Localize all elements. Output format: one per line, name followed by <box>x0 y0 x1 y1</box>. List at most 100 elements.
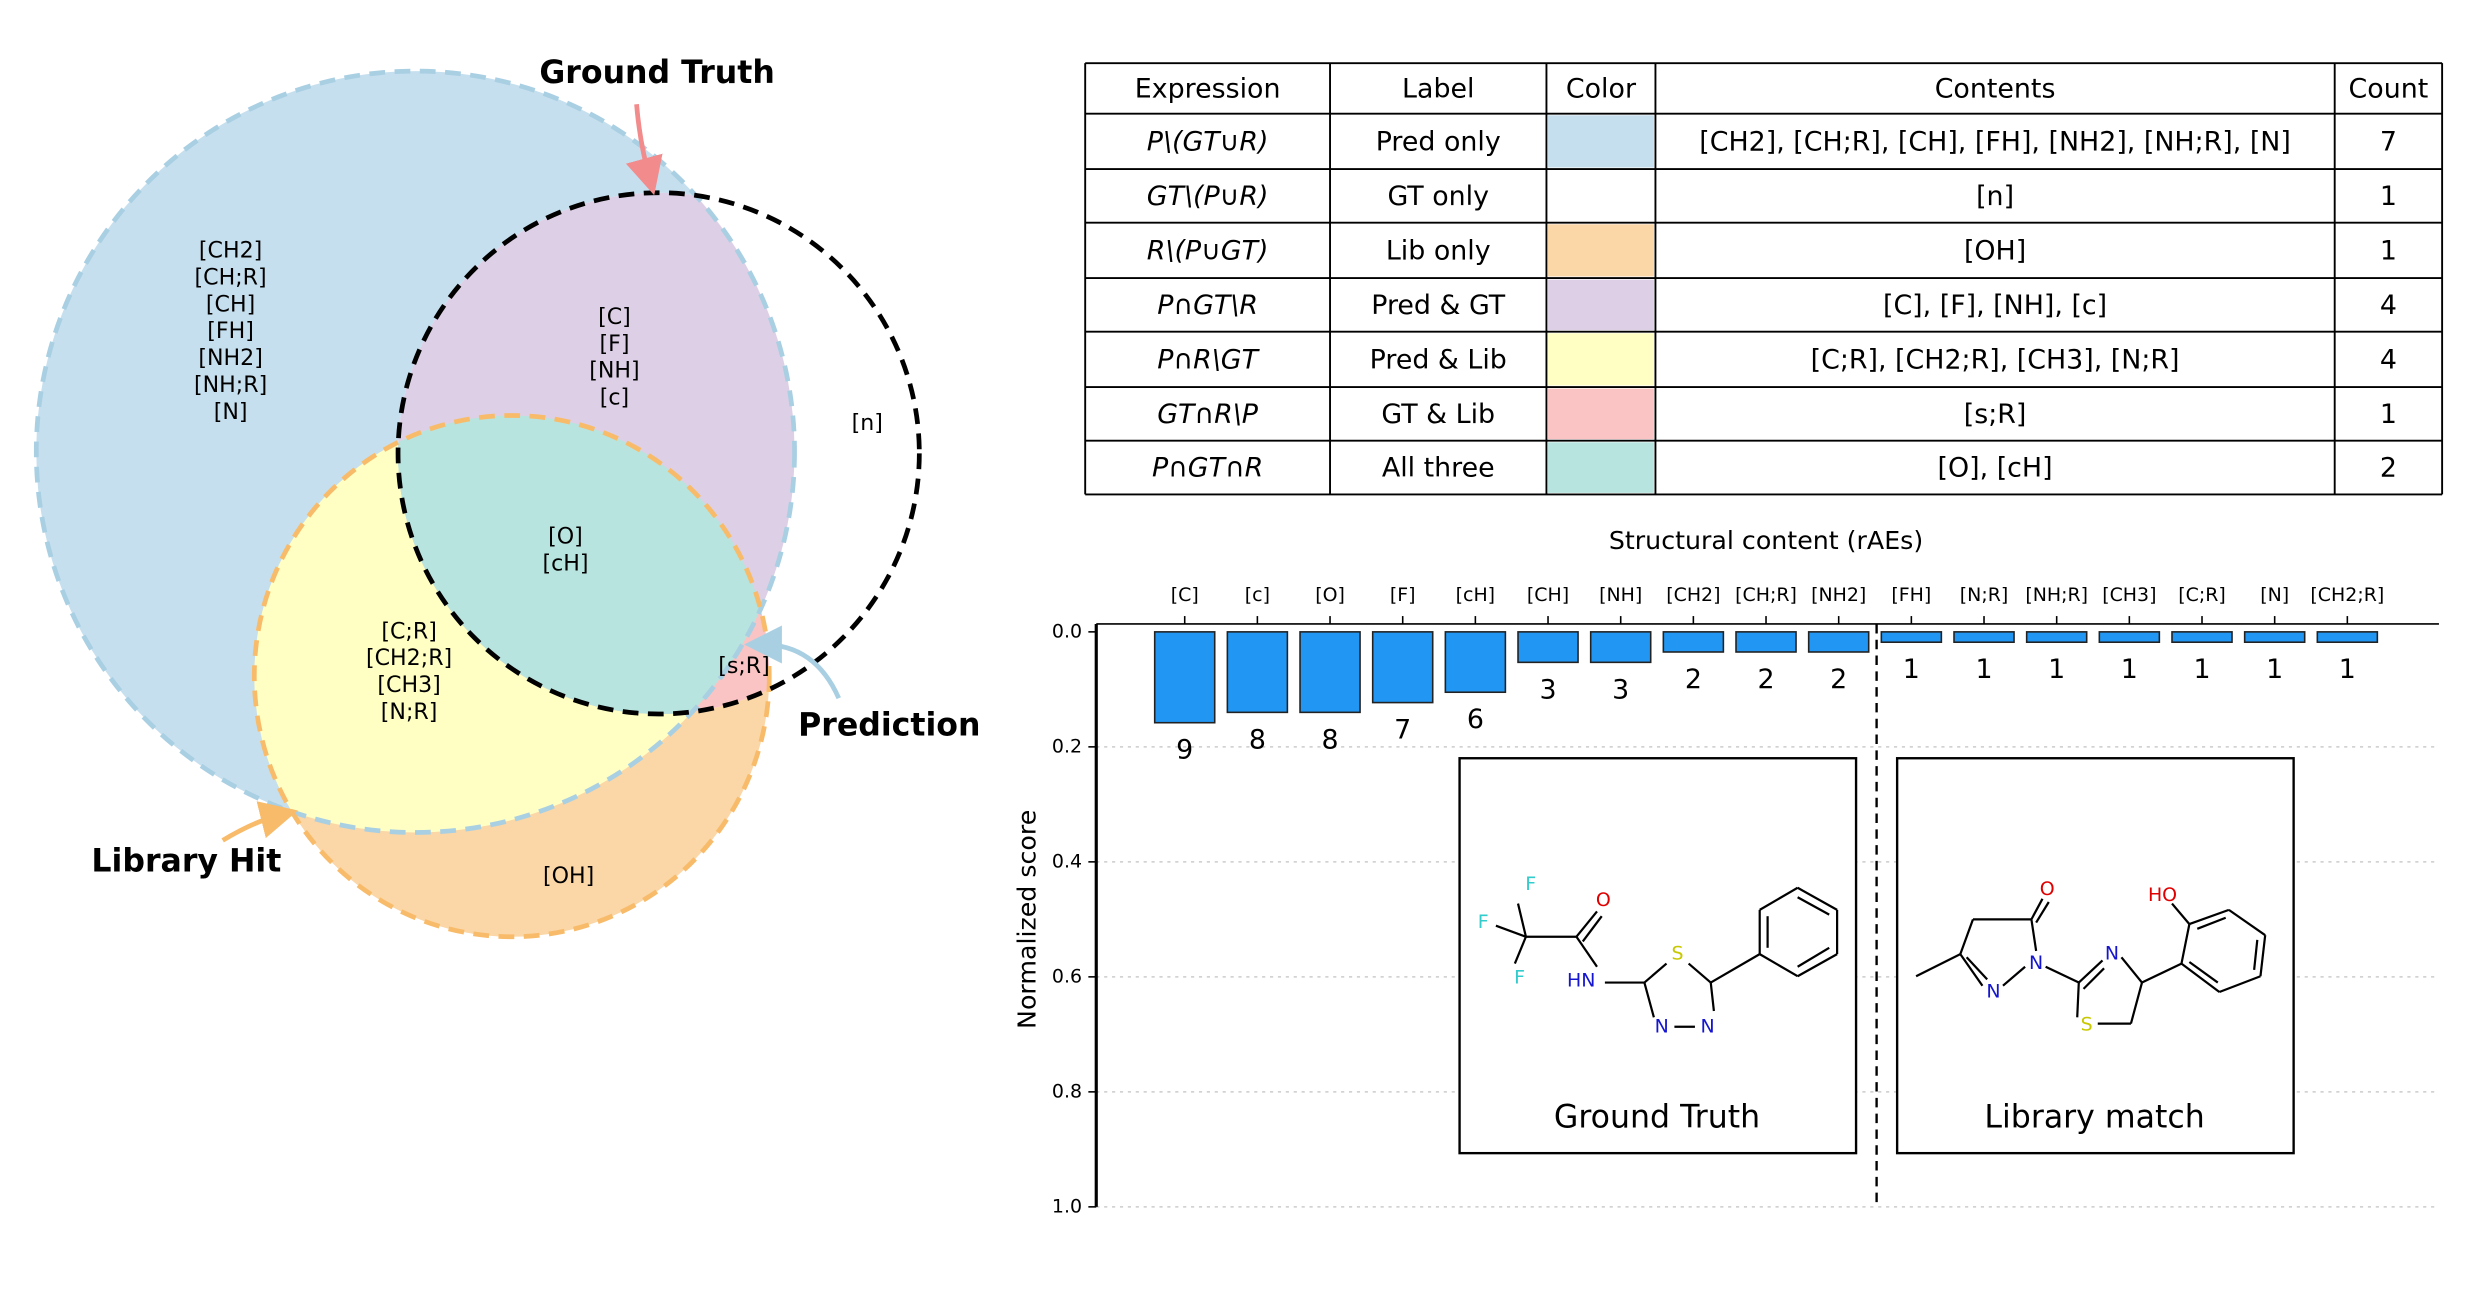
region-item: [s;R] <box>718 653 770 679</box>
table-cell: 1 <box>2380 181 2397 212</box>
bar <box>2243 631 2306 644</box>
bar <box>2098 631 2161 644</box>
x-tick-label: [F] <box>1390 584 1416 606</box>
region-item: [C;R] <box>381 618 437 644</box>
table-cell: 7 <box>2380 126 2397 157</box>
bond <box>2259 935 2267 977</box>
table: Expression Label Color Contents Count P\(GT∪R… <box>1084 62 2444 496</box>
region-item: [C] <box>598 304 631 330</box>
x-tick-label: [NH;R] <box>2025 584 2088 606</box>
region-item: [n] <box>852 410 883 436</box>
region-item: [NH;R] <box>194 372 267 398</box>
bond <box>1643 982 1655 1018</box>
bar <box>1371 631 1434 704</box>
bond <box>1710 953 1761 984</box>
bar <box>1517 631 1579 664</box>
table-cell: GT\(P∪R) <box>1147 181 1269 212</box>
bond <box>2180 962 2221 993</box>
count-label: 1 <box>2266 654 2283 685</box>
color-swatch <box>1548 279 1654 331</box>
bond <box>2129 982 2144 1024</box>
x-tick-label: [FH] <box>1891 584 1931 606</box>
table-cell: P∩GT∩R <box>1152 453 1263 484</box>
region-item: [c] <box>600 385 629 411</box>
count-label: 1 <box>2193 654 2210 685</box>
bar <box>1226 631 1289 714</box>
table-cell: 4 <box>2380 344 2397 375</box>
count-label: 1 <box>2048 654 2065 685</box>
bond <box>2228 908 2266 937</box>
bond <box>1797 886 1838 911</box>
table-header: Contents <box>1935 74 2056 105</box>
table-cell: GT only <box>1387 181 1489 212</box>
count-label: 8 <box>1249 724 1266 755</box>
bond <box>1581 915 1603 943</box>
inset-frame <box>1895 757 2295 1155</box>
x-tick-label: [N;R] <box>1960 584 2008 606</box>
bond <box>2188 908 2230 926</box>
region-item: [FH] <box>207 318 254 344</box>
x-tick-label: [CH] <box>1527 584 1569 606</box>
color-swatch <box>1548 388 1654 440</box>
y-tick-label: 0.4 <box>1052 850 1082 872</box>
table-cell: 1 <box>2380 235 2397 266</box>
arrow <box>743 625 841 700</box>
region-item: [CH] <box>206 291 255 317</box>
table-cell: [s;R] <box>1964 399 2027 430</box>
y-tick-label: 0.0 <box>1052 620 1082 642</box>
count-label: 9 <box>1176 735 1193 766</box>
region-item: [OH] <box>543 863 594 889</box>
table-cell: [C;R], [CH2;R], [CH3], [N;R] <box>1811 344 2180 375</box>
bond <box>2120 956 2143 984</box>
bond <box>2078 959 2104 984</box>
table-cell: [C], [F], [NH], [c] <box>1883 290 2107 321</box>
y-tick-label: 0.8 <box>1052 1080 1082 1102</box>
bond <box>1513 936 1527 965</box>
count-label: 7 <box>1394 715 1411 746</box>
bond <box>1959 953 1984 987</box>
count-label: 2 <box>1685 664 1702 695</box>
table-cell: P∩R\GT <box>1157 344 1260 375</box>
region-item: [N;R] <box>381 699 438 725</box>
region-item: [NH2] <box>198 345 262 371</box>
inset-title: Ground Truth <box>1554 1099 1760 1135</box>
bar <box>1444 631 1507 694</box>
set-label: Prediction <box>798 708 980 744</box>
x-tick-label: [NH] <box>1599 584 1642 606</box>
table-cell: Pred & Lib <box>1370 344 1507 375</box>
bar <box>1807 631 1870 653</box>
count-label: 6 <box>1467 704 1484 735</box>
count-label: 8 <box>1321 724 1338 755</box>
arrow <box>221 801 298 843</box>
bar <box>1589 631 1652 664</box>
bar <box>1153 631 1216 724</box>
x-tick-label: [NH2] <box>1811 584 1866 606</box>
bar <box>2025 631 2088 644</box>
color-swatch <box>1548 170 1654 222</box>
table-cell: P\(GT∪R) <box>1147 126 1269 157</box>
x-tick-label: [CH2] <box>1666 584 1720 606</box>
count-label: 3 <box>1539 674 1556 705</box>
inset-title: Library match <box>1984 1099 2204 1135</box>
bond <box>2253 939 2259 971</box>
bond <box>1709 982 1715 1012</box>
bond <box>1965 956 1988 981</box>
bond <box>2188 961 2219 984</box>
bar-chart: Structural content (rAEs) Normalized scor… <box>1012 526 2439 1217</box>
bar <box>1953 631 2015 644</box>
color-swatch <box>1548 224 1654 277</box>
table-cell: R\(P∪GT) <box>1147 235 1269 266</box>
color-swatch <box>1548 442 1654 493</box>
table-cell: [OH] <box>1964 235 2026 266</box>
bar <box>2316 631 2379 644</box>
color-swatch <box>1548 115 1654 168</box>
y-axis-label: Normalized score <box>1012 810 1041 1029</box>
table-cell: 2 <box>2380 453 2397 484</box>
arrow <box>625 104 663 196</box>
set-outline <box>33 68 797 835</box>
atom-label: F <box>1514 966 1525 988</box>
atom-label: S <box>1672 943 1684 965</box>
table-cell: GT & Lib <box>1381 399 1495 430</box>
region-item: [NH] <box>589 358 639 384</box>
table-cell: [O], [cH] <box>1938 453 2053 484</box>
